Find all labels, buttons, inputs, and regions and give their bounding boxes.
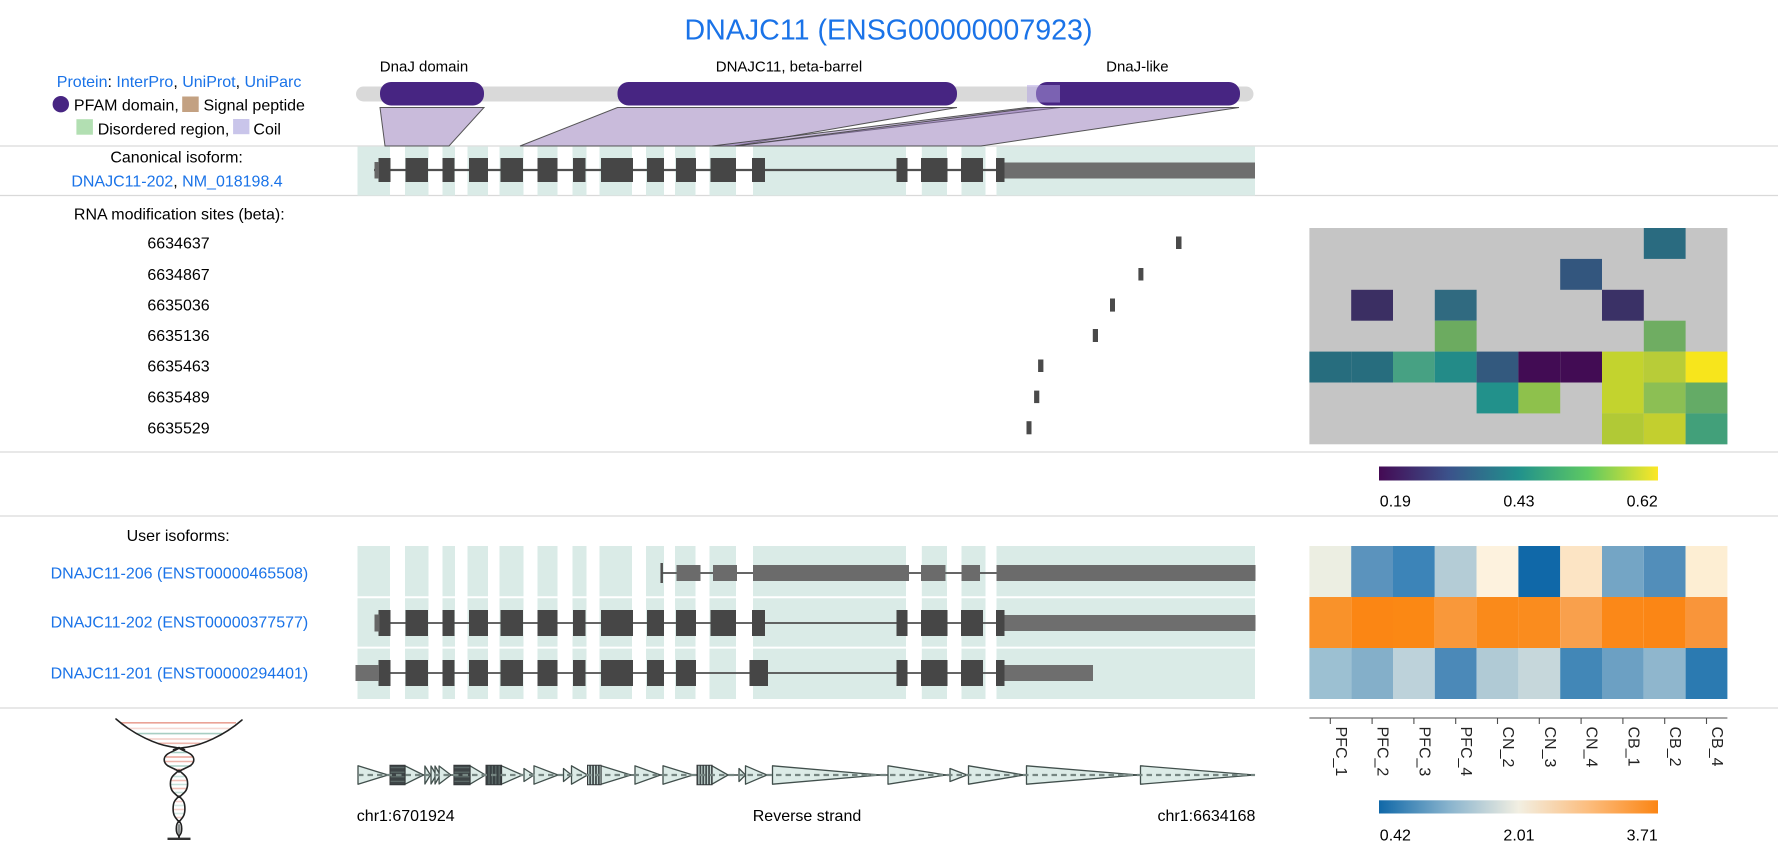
svg-text:CB_2: CB_2: [1666, 727, 1683, 767]
svg-text:0.62: 0.62: [1627, 494, 1658, 511]
svg-text:DnaJ domain: DnaJ domain: [380, 59, 468, 76]
svg-text:0.42: 0.42: [1380, 828, 1411, 845]
svg-text:DNAJC11-202, NM_018198.4: DNAJC11-202, NM_018198.4: [71, 174, 282, 191]
svg-text:6635463: 6635463: [147, 358, 209, 375]
svg-text:CB_4: CB_4: [1708, 727, 1725, 767]
svg-text:Disordered region,: Disordered region,: [98, 121, 230, 138]
svg-text:CN_2: CN_2: [1499, 727, 1516, 768]
svg-text:2.01: 2.01: [1503, 828, 1534, 845]
svg-text:Protein: InterPro, UniProt, Un: Protein: InterPro, UniProt, UniParc: [57, 74, 302, 91]
svg-text:PFC_3: PFC_3: [1415, 727, 1432, 777]
svg-text:PFC_4: PFC_4: [1457, 727, 1474, 777]
svg-text:0.19: 0.19: [1380, 494, 1411, 511]
svg-text:6634867: 6634867: [147, 267, 209, 284]
svg-text:CN_3: CN_3: [1541, 727, 1558, 768]
svg-text:User isoforms:: User isoforms:: [127, 528, 230, 545]
svg-text:DNAJC11 (ENSG00000007923): DNAJC11 (ENSG00000007923): [685, 15, 1093, 47]
svg-text:PFC_2: PFC_2: [1374, 727, 1391, 777]
svg-text:6635036: 6635036: [147, 298, 209, 315]
svg-text:CB_1: CB_1: [1624, 727, 1641, 767]
svg-text:chr1:6634168: chr1:6634168: [1158, 808, 1256, 825]
svg-text:DNAJC11-206 (ENST00000465508): DNAJC11-206 (ENST00000465508): [51, 566, 309, 583]
svg-text:6635136: 6635136: [147, 328, 209, 345]
svg-text:Signal peptide: Signal peptide: [204, 97, 306, 114]
svg-text:6635529: 6635529: [147, 420, 209, 437]
svg-text:DNAJC11, beta-barrel: DNAJC11, beta-barrel: [716, 59, 862, 76]
svg-text:6635489: 6635489: [147, 389, 209, 406]
svg-text:CN_4: CN_4: [1583, 727, 1600, 768]
svg-text:3.71: 3.71: [1627, 828, 1658, 845]
svg-text:PFAM domain,: PFAM domain,: [74, 97, 179, 114]
svg-text:6634637: 6634637: [147, 235, 209, 252]
svg-text:DNAJC11-202 (ENST00000377577): DNAJC11-202 (ENST00000377577): [51, 615, 309, 632]
svg-text:RNA modification sites (beta):: RNA modification sites (beta):: [74, 207, 285, 224]
svg-text:0.43: 0.43: [1503, 494, 1534, 511]
svg-text:PFC_1: PFC_1: [1332, 727, 1349, 777]
svg-text:DNAJC11-201 (ENST00000294401): DNAJC11-201 (ENST00000294401): [51, 666, 309, 683]
svg-text:DnaJ-like: DnaJ-like: [1106, 59, 1169, 76]
svg-text:Reverse strand: Reverse strand: [753, 808, 862, 825]
svg-text:chr1:6701924: chr1:6701924: [357, 808, 455, 825]
svg-text:Canonical isoform:: Canonical isoform:: [110, 150, 243, 167]
svg-text:Coil: Coil: [253, 121, 281, 138]
